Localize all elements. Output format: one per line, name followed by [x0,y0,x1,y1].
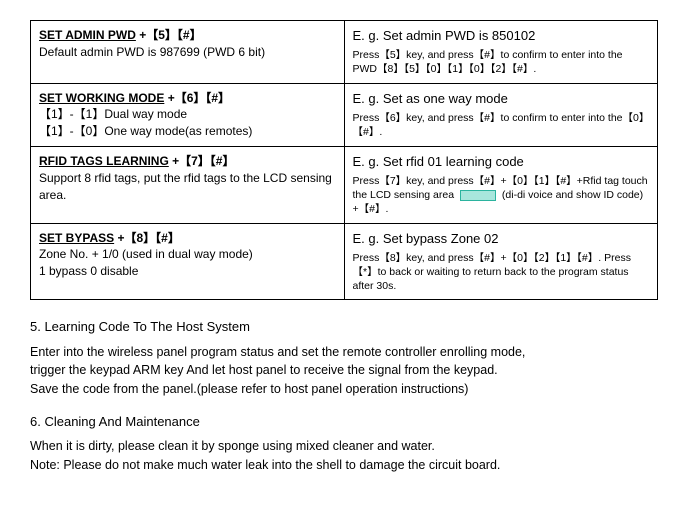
example-body: Press【6】key, and press【#】to confirm to e… [353,111,650,139]
row-body: 【1】-【1】Dual way mode 【1】-【0】One way mode… [39,107,252,138]
paragraph-line: Enter into the wireless panel program st… [30,345,525,359]
example-body: Press【7】key, and press【#】+【0】【1】【#】+Rfid… [353,174,650,217]
example-title: E. g. Set admin PWD is 850102 [353,27,650,45]
example-title: E. g. Set rfid 01 learning code [353,153,650,171]
highlight-box [460,190,496,201]
row-title: SET BYPASS [39,231,114,245]
row-title: SET ADMIN PWD [39,28,136,42]
row-body: Default admin PWD is 987699 (PWD 6 bit) [39,45,265,59]
section-5-heading: 5. Learning Code To The Host System [30,318,658,336]
paragraph-line: Note: Please do not make much water leak… [30,458,500,472]
table-row: RFID TAGS LEARNING +【7】【#】 Support 8 rfi… [31,146,658,223]
section-6-heading: 6. Cleaning And Maintenance [30,413,658,431]
section-5-body: Enter into the wireless panel program st… [30,343,658,399]
row-title: SET WORKING MODE [39,91,164,105]
row-keys: +【7】【#】 [172,154,234,168]
row-body: Support 8 rfid tags, put the rfid tags t… [39,171,332,202]
paragraph-line: When it is dirty, please clean it by spo… [30,439,435,453]
table-row: SET WORKING MODE +【6】【#】 【1】-【1】Dual way… [31,83,658,146]
row-title: RFID TAGS LEARNING [39,154,169,168]
example-title: E. g. Set bypass Zone 02 [353,230,650,248]
table-row: SET ADMIN PWD +【5】【#】 Default admin PWD … [31,21,658,84]
table-row: SET BYPASS +【8】【#】 Zone No. + 1/0 (used … [31,223,658,300]
row-keys: +【5】【#】 [139,28,201,42]
row-body: Zone No. + 1/0 (used in dual way mode) 1… [39,247,253,278]
example-body: Press【5】key, and press【#】to confirm to e… [353,48,650,76]
row-keys: +【8】【#】 [117,231,179,245]
settings-table: SET ADMIN PWD +【5】【#】 Default admin PWD … [30,20,658,300]
paragraph-line: Save the code from the panel.(please ref… [30,382,468,396]
example-title: E. g. Set as one way mode [353,90,650,108]
row-keys: +【6】【#】 [168,91,230,105]
example-body: Press【8】key, and press【#】+【0】【2】【1】【#】. … [353,251,650,294]
paragraph-line: trigger the keypad ARM key And let host … [30,363,498,377]
section-6-body: When it is dirty, please clean it by spo… [30,437,658,475]
